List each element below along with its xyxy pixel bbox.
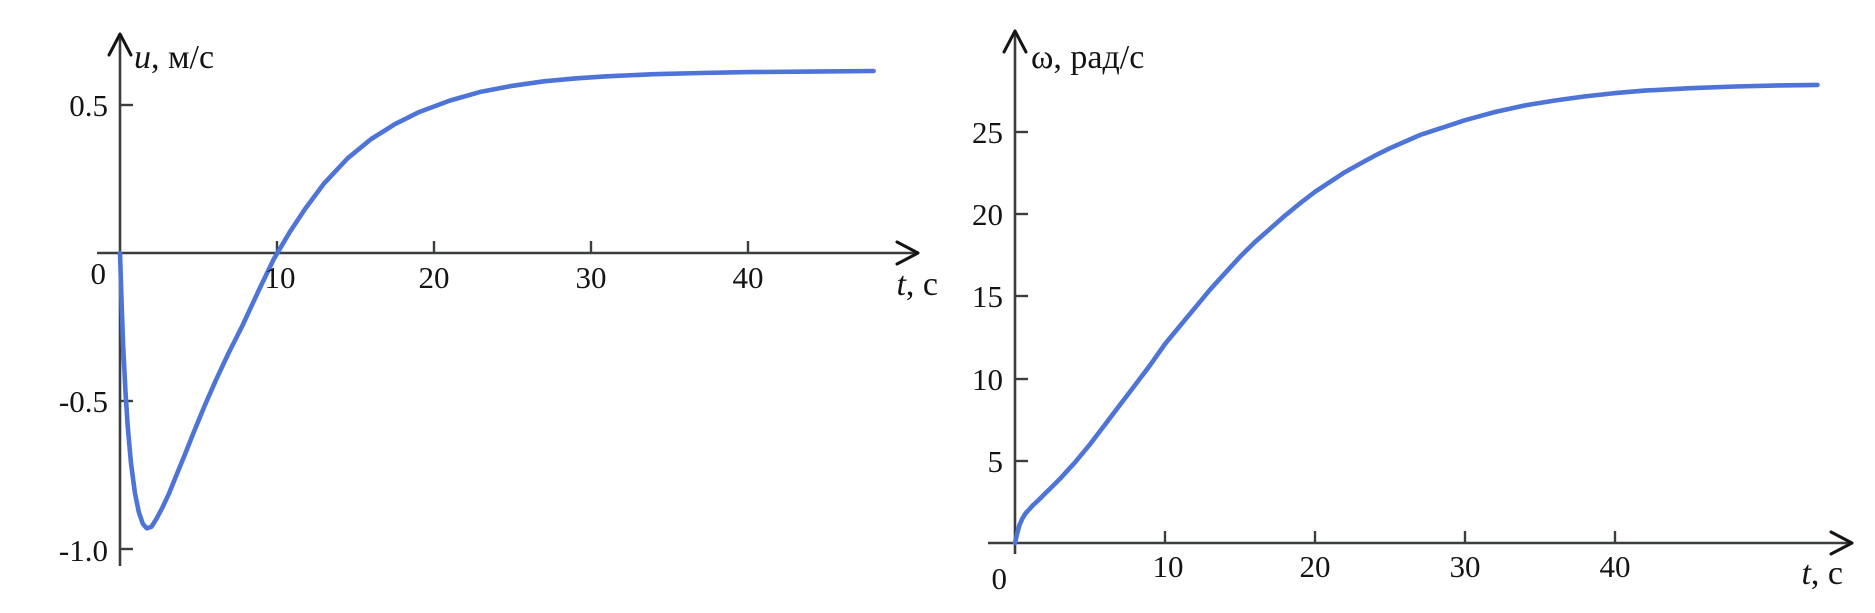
x-axis-arrow-icon — [895, 240, 920, 266]
y-axis-label: u, м/с — [134, 39, 214, 76]
y-tick-label: -1.0 — [59, 533, 108, 568]
y-tick-label: 15 — [972, 279, 1003, 314]
x-tick-label: 10 — [1153, 549, 1184, 584]
y-axis-arrow-icon — [1002, 29, 1028, 54]
x-tick-label: 30 — [1450, 549, 1481, 584]
y-tick-label: 10 — [972, 362, 1003, 397]
origin-label: 0 — [91, 256, 107, 291]
x-axis-label: t, с — [1801, 555, 1843, 592]
left-chart-u: u, м/с t, с 0 0.5 -0.5 -1.0 10 20 30 40 — [59, 32, 938, 568]
u-curve — [117, 68, 876, 531]
y-axis-arrow-icon — [107, 32, 133, 57]
x-tick-label: 20 — [1300, 549, 1331, 584]
y-tick-label: -0.5 — [59, 384, 108, 419]
x-tick-label: 40 — [733, 260, 764, 295]
y-axis-label: ω, рад/с — [1031, 39, 1144, 76]
y-ticks — [1015, 130, 1028, 463]
x-ticks — [275, 241, 750, 253]
x-tick-label: 20 — [419, 260, 450, 295]
y-tick-label: 20 — [972, 197, 1003, 232]
x-axis-arrow-icon — [1829, 530, 1854, 556]
y-tick-label: 0.5 — [69, 88, 108, 123]
x-axis-label: t, с — [896, 266, 938, 303]
y-tick-label: 5 — [988, 444, 1004, 479]
x-tick-label: 40 — [1600, 549, 1631, 584]
origin-label: 0 — [992, 561, 1008, 596]
y-tick-label: 25 — [972, 115, 1003, 150]
x-tick-label: 30 — [576, 260, 607, 295]
x-ticks — [1163, 531, 1617, 543]
x-tick-label: 10 — [265, 260, 296, 295]
right-chart-omega: ω, рад/с t, с 0 25 20 15 10 5 10 20 30 4… — [972, 29, 1854, 596]
omega-curve — [1012, 82, 1820, 546]
